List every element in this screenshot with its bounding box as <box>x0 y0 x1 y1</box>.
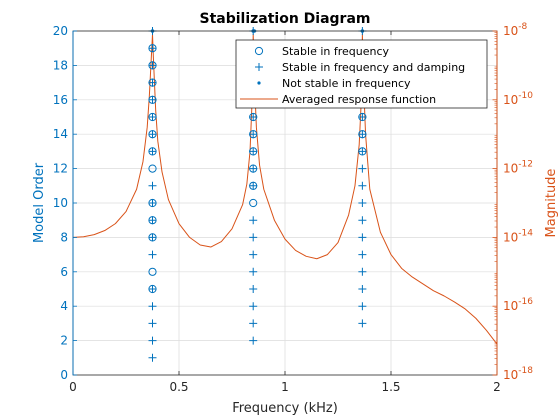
stable-frequency-damping-point <box>358 267 367 276</box>
stable-frequency-damping-point <box>148 216 157 225</box>
legend-label-stable-frequency: Stable in frequency <box>282 45 390 58</box>
stable-frequency-damping-point <box>358 147 367 156</box>
right-y-axis: 10-18 10-16 10-14 10-12 10-10 10-8 <box>492 22 533 382</box>
stable-frequency-damping-point <box>249 216 258 225</box>
stable-frequency-damping-point <box>358 113 367 121</box>
stable-frequency-damping-point <box>148 250 157 259</box>
stable-frequency-damping-point <box>249 147 258 156</box>
y-right-tick-label: 10-14 <box>503 228 533 244</box>
x-axis: 0 0.5 1 1.5 2 <box>69 31 501 394</box>
stable-frequency-point <box>148 164 157 173</box>
y-right-tick-label: 10-10 <box>503 91 533 107</box>
stable-frequency-damping-point <box>358 199 367 207</box>
legend-marker-not-stable <box>257 81 261 85</box>
x-tick-label: 0.5 <box>169 380 188 394</box>
stable-frequency-damping-point <box>249 267 258 276</box>
stable-frequency-damping-point <box>249 319 258 328</box>
y-right-tick-label: 10-16 <box>503 297 533 313</box>
stable-frequency-damping-point <box>249 130 258 139</box>
y-left-tick-label: 20 <box>53 24 68 38</box>
stable-frequency-damping-point <box>148 336 157 345</box>
stable-frequency-damping-point <box>358 285 367 293</box>
y-left-tick-label: 8 <box>60 230 68 244</box>
stable-frequency-damping-point <box>148 44 157 53</box>
y-left-tick-label: 12 <box>53 162 68 176</box>
stable-frequency-point <box>249 198 258 208</box>
stable-frequency-damping-point <box>358 164 367 173</box>
stable-frequency-damping-point <box>148 302 157 311</box>
left-y-axis: 0 2 4 6 8 10 12 14 16 18 20 <box>53 24 77 382</box>
stable-frequency-damping-point <box>148 285 157 293</box>
stable-frequency-damping-point <box>249 181 258 190</box>
stable-frequency-damping-point <box>148 95 157 104</box>
stable-frequency-damping-point <box>148 130 157 139</box>
x-tick-label: 1.5 <box>381 380 400 394</box>
stable-frequency-damping-point <box>249 250 258 259</box>
stable-frequency-damping-point <box>358 216 367 225</box>
stable-frequency-point <box>148 267 157 276</box>
y-left-tick-label: 14 <box>53 127 68 141</box>
stable-frequency-damping-point <box>148 147 157 156</box>
left-y-axis-label: Model Order <box>32 162 47 243</box>
stable-frequency-damping-point <box>249 233 258 242</box>
stable-frequency-damping-point <box>249 336 258 345</box>
legend-marker-stable-frequency-damping <box>255 63 263 71</box>
stable-frequency-damping-point <box>358 130 367 139</box>
y-left-tick-label: 16 <box>53 93 68 107</box>
stable-frequency-damping-point <box>358 181 367 190</box>
x-tick-label: 0 <box>69 380 77 394</box>
x-tick-label: 2 <box>493 380 501 394</box>
stable-frequency-damping-point <box>358 250 367 259</box>
legend-box <box>235 39 488 109</box>
stable-frequency-damping-point <box>148 319 157 328</box>
stable-frequency-damping-point <box>358 302 367 311</box>
stable-frequency-damping-point <box>148 181 157 190</box>
stable-frequency-damping-point <box>358 319 367 328</box>
stable-frequency-damping-point <box>249 113 258 121</box>
y-left-tick-label: 6 <box>60 265 68 279</box>
stable-frequency-damping-point <box>148 113 157 121</box>
stable-frequency-damping-point <box>249 164 258 173</box>
y-right-tick-label: 10-12 <box>503 160 533 176</box>
legend-marker-stable-frequency <box>254 46 264 56</box>
stable-frequency-damping-point <box>358 233 367 242</box>
y-right-tick-label: 10-8 <box>503 22 528 38</box>
x-axis-label: Frequency (kHz) <box>232 401 338 416</box>
legend: Stable in frequency Stable in frequency … <box>235 39 488 109</box>
stable-frequency-damping-point <box>148 78 157 87</box>
stable-frequency-damping-point <box>148 61 157 70</box>
stable-frequency-damping-point <box>148 353 157 362</box>
chart-title: Stabilization Diagram <box>199 11 370 27</box>
y-left-tick-label: 0 <box>60 368 68 382</box>
x-tick-label: 1 <box>281 380 289 394</box>
stable-frequency-damping-point <box>148 233 157 242</box>
legend-label-not-stable: Not stable in frequency <box>282 77 411 90</box>
legend-label-response: Averaged response function <box>282 93 436 106</box>
y-left-tick-label: 18 <box>53 58 68 72</box>
legend-label-stable-frequency-damping: Stable in frequency and damping <box>282 61 465 74</box>
y-left-tick-label: 10 <box>53 196 68 210</box>
stable-frequency-damping-point <box>148 199 157 207</box>
y-left-tick-label: 4 <box>60 299 68 313</box>
y-left-tick-label: 2 <box>60 334 68 348</box>
stable-frequency-damping-point <box>249 285 258 293</box>
right-y-axis-label: Magnitude <box>544 169 559 238</box>
stable-frequency-damping-point <box>249 302 258 311</box>
y-right-tick-label: 10-18 <box>503 366 533 382</box>
